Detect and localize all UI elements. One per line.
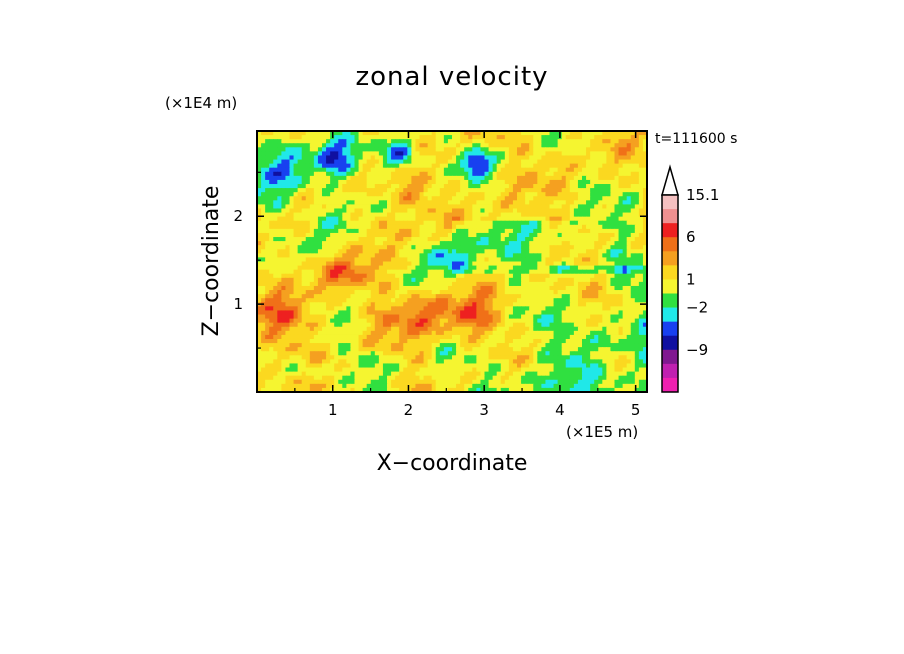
colorbar-swatch [662, 307, 678, 322]
y-axis-unit: (×1E4 m) [165, 94, 237, 112]
colorbar-label: −9 [686, 341, 708, 359]
time-label: t=111600 s [655, 131, 737, 147]
colorbar-swatch [662, 195, 678, 210]
colorbar-frame [661, 194, 679, 393]
colorbar-label: 15.1 [686, 186, 719, 204]
x-axis-label: X−coordinate [377, 451, 528, 476]
colorbar-label: 1 [686, 270, 696, 288]
colorbar-swatch [662, 237, 678, 252]
x-tick-label-1: 1 [328, 401, 338, 419]
colorbar-swatch [662, 349, 678, 365]
plot-frame [256, 130, 648, 393]
x-tick-label-3: 3 [479, 401, 489, 419]
colorbar-label: 6 [686, 228, 696, 246]
x-tick-label-5: 5 [631, 401, 641, 419]
x-tick-label-4: 4 [555, 401, 565, 419]
colorbar-swatch [662, 251, 678, 266]
colorbar-swatch [662, 363, 678, 379]
y-tick-label-2: 2 [233, 207, 243, 225]
colorbar-swatch [662, 335, 678, 351]
contour-field [257, 131, 648, 393]
colorbar-swatch [662, 293, 678, 308]
colorbar-swatch [662, 265, 678, 280]
x-tick-label-2: 2 [404, 401, 414, 419]
chart-title: zonal velocity [355, 62, 548, 92]
colorbar-swatch [662, 223, 678, 238]
y-axis-label: Z−coordinate [199, 186, 224, 337]
colorbar-extend-arrow [661, 164, 679, 196]
x-axis-unit: (×1E5 m) [566, 423, 638, 441]
colorbar-swatch [662, 279, 678, 294]
y-tick-label-1: 1 [233, 295, 243, 313]
colorbar-swatch [662, 321, 678, 337]
colorbar: 15.1 6 1 −2 −9 [661, 164, 719, 393]
colorbar-label: −2 [686, 299, 708, 317]
colorbar-swatch [662, 377, 678, 393]
colorbar-swatch [662, 209, 678, 224]
